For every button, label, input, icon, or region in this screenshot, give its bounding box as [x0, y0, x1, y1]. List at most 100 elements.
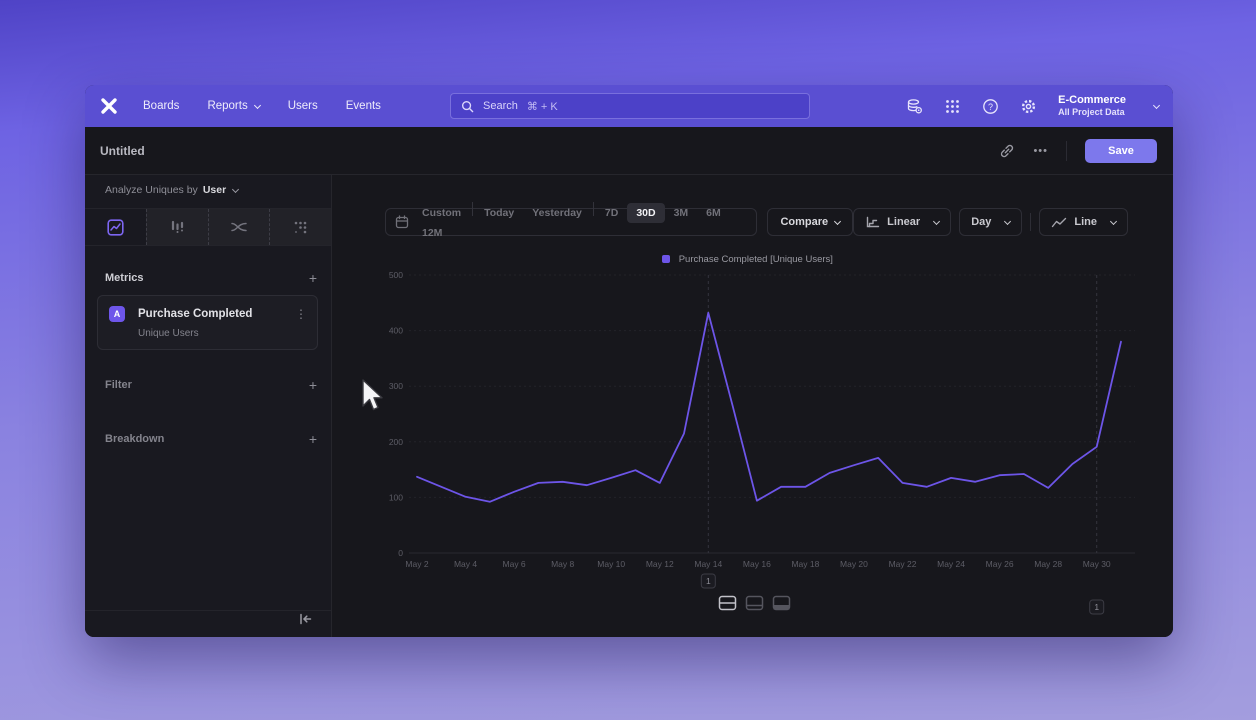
share-link-icon[interactable] [999, 143, 1015, 159]
analyze-uniques-control[interactable]: Analyze Uniques by User [105, 184, 240, 196]
help-icon[interactable]: ? [982, 98, 999, 115]
search-icon [461, 100, 474, 112]
metric-menu-icon[interactable]: ⋮ [295, 307, 307, 321]
apps-grid-icon[interactable] [944, 98, 961, 115]
svg-text:May 4: May 4 [454, 559, 477, 569]
linear-scale-icon [865, 216, 880, 229]
scale-value: Linear [887, 216, 921, 228]
project-selector[interactable]: E-Commerce All Project Data [1058, 94, 1126, 119]
nav-item-reports[interactable]: Reports [207, 100, 261, 112]
svg-text:300: 300 [389, 381, 403, 391]
search-placeholder: Search [483, 100, 518, 112]
chevron-down-icon [933, 217, 941, 225]
project-name: E-Commerce [1058, 93, 1126, 106]
settings-gear-icon[interactable] [1020, 98, 1037, 115]
display-controls: Linear Day Line [853, 208, 1128, 236]
compare-button[interactable]: Compare [767, 208, 854, 236]
range-button-3m[interactable]: 3M [665, 203, 698, 223]
range-button-custom[interactable]: Custom [413, 203, 470, 223]
save-button[interactable]: Save [1085, 139, 1157, 163]
chevron-down-icon [1109, 217, 1118, 225]
report-header: Untitled ••• Save [85, 127, 1173, 175]
add-metric-button[interactable]: + [308, 270, 317, 286]
svg-text:May 8: May 8 [551, 559, 574, 569]
metric-name: Purchase Completed [138, 308, 253, 320]
project-scope: All Project Data [1058, 107, 1125, 118]
chart-legend: Purchase Completed [Unique Users] [385, 254, 1110, 265]
chart-type-select[interactable]: Line [1039, 208, 1128, 236]
svg-text:May 6: May 6 [503, 559, 526, 569]
range-button-today[interactable]: Today [475, 203, 523, 223]
interval-value: Day [971, 216, 992, 228]
svg-text:May 14: May 14 [694, 559, 722, 569]
add-filter-button[interactable]: + [308, 377, 317, 393]
svg-text:0: 0 [398, 548, 403, 558]
layout-split-rows-button[interactable] [718, 595, 737, 611]
calendar-icon [395, 215, 409, 229]
legend-swatch [662, 255, 671, 263]
mixpanel-logo-icon[interactable] [99, 96, 119, 116]
mouse-cursor [360, 378, 386, 419]
scale-select[interactable]: Linear [853, 208, 952, 236]
visualization-tabs [85, 208, 331, 246]
chart-type-value: Line [1074, 216, 1097, 228]
svg-text:?: ? [988, 101, 993, 111]
svg-text:May 2: May 2 [405, 559, 428, 569]
filter-section-header: Filter + [105, 377, 317, 393]
breakdown-label: Breakdown [105, 433, 165, 445]
range-button-7d[interactable]: 7D [596, 203, 627, 223]
svg-text:May 28: May 28 [1034, 559, 1062, 569]
interval-select[interactable]: Day [959, 208, 1023, 236]
layout-table-focus-button[interactable] [772, 595, 791, 611]
nav-item-users[interactable]: Users [288, 100, 318, 112]
breakdown-section-header: Breakdown + [105, 431, 317, 447]
range-button-6m[interactable]: 6M [697, 203, 730, 223]
svg-text:500: 500 [389, 270, 403, 280]
metric-subtitle[interactable]: Unique Users [138, 328, 199, 339]
retention-icon [294, 221, 307, 233]
collapse-sidebar-icon[interactable] [298, 612, 313, 631]
range-button-12m[interactable]: 12M [413, 223, 451, 243]
range-button-30d[interactable]: 30D [627, 202, 665, 223]
range-buttons: Custom Today Yesterday 7D 30D 3M 6M 12M [413, 201, 750, 243]
divider [1030, 213, 1032, 231]
add-breakdown-button[interactable]: + [308, 431, 317, 447]
legend-label: Purchase Completed [Unique Users] [678, 254, 833, 265]
chart-pane: Custom Today Yesterday 7D 30D 3M 6M 12M Compare… [332, 175, 1173, 637]
nav-item-label: Events [345, 100, 381, 112]
data-management-icon[interactable] [906, 98, 923, 115]
range-button-yesterday[interactable]: Yesterday [523, 203, 591, 223]
layout-chart-focus-button[interactable] [745, 595, 764, 611]
svg-text:1: 1 [706, 576, 711, 586]
chevron-down-icon [1004, 217, 1012, 225]
search-shortcut: ⌘ + K [526, 100, 558, 113]
line-chart[interactable]: 0 100 200 300 400 500 May 2 May 4 May 6 May 8 May … [385, 270, 1145, 622]
tab-flows[interactable] [207, 209, 270, 245]
app-window: Boards Reports Users Events Search ⌘ + K [85, 85, 1173, 637]
search-input[interactable]: Search ⌘ + K [450, 93, 810, 119]
nav-item-label: Users [287, 100, 318, 112]
tab-retention[interactable] [269, 209, 331, 245]
line-chart-icon [107, 218, 124, 236]
more-options-button[interactable]: ••• [1033, 145, 1048, 157]
nav-item-label: Boards [143, 100, 180, 112]
line-chart-type-icon [1051, 216, 1067, 229]
analyze-value: User [202, 184, 227, 196]
nav-item-events[interactable]: Events [346, 100, 381, 112]
svg-text:May 24: May 24 [937, 559, 965, 569]
report-title[interactable]: Untitled [100, 144, 145, 158]
metric-card[interactable]: A Purchase Completed Unique Users ⋮ [97, 295, 318, 350]
flows-icon [231, 222, 247, 232]
analyze-prefix-label: Analyze Uniques by [105, 184, 198, 196]
tab-insights-line[interactable] [85, 209, 146, 245]
chevron-down-icon [834, 217, 842, 225]
svg-text:May 20: May 20 [840, 559, 868, 569]
svg-text:1: 1 [1094, 602, 1099, 612]
compare-label: Compare [780, 216, 829, 228]
chevron-down-icon [232, 185, 240, 193]
nav-item-boards[interactable]: Boards [143, 100, 179, 112]
svg-text:May 26: May 26 [986, 559, 1014, 569]
layout-toggles [718, 595, 791, 611]
metric-badge: A [109, 306, 125, 322]
tab-bar-chart[interactable] [145, 209, 208, 245]
